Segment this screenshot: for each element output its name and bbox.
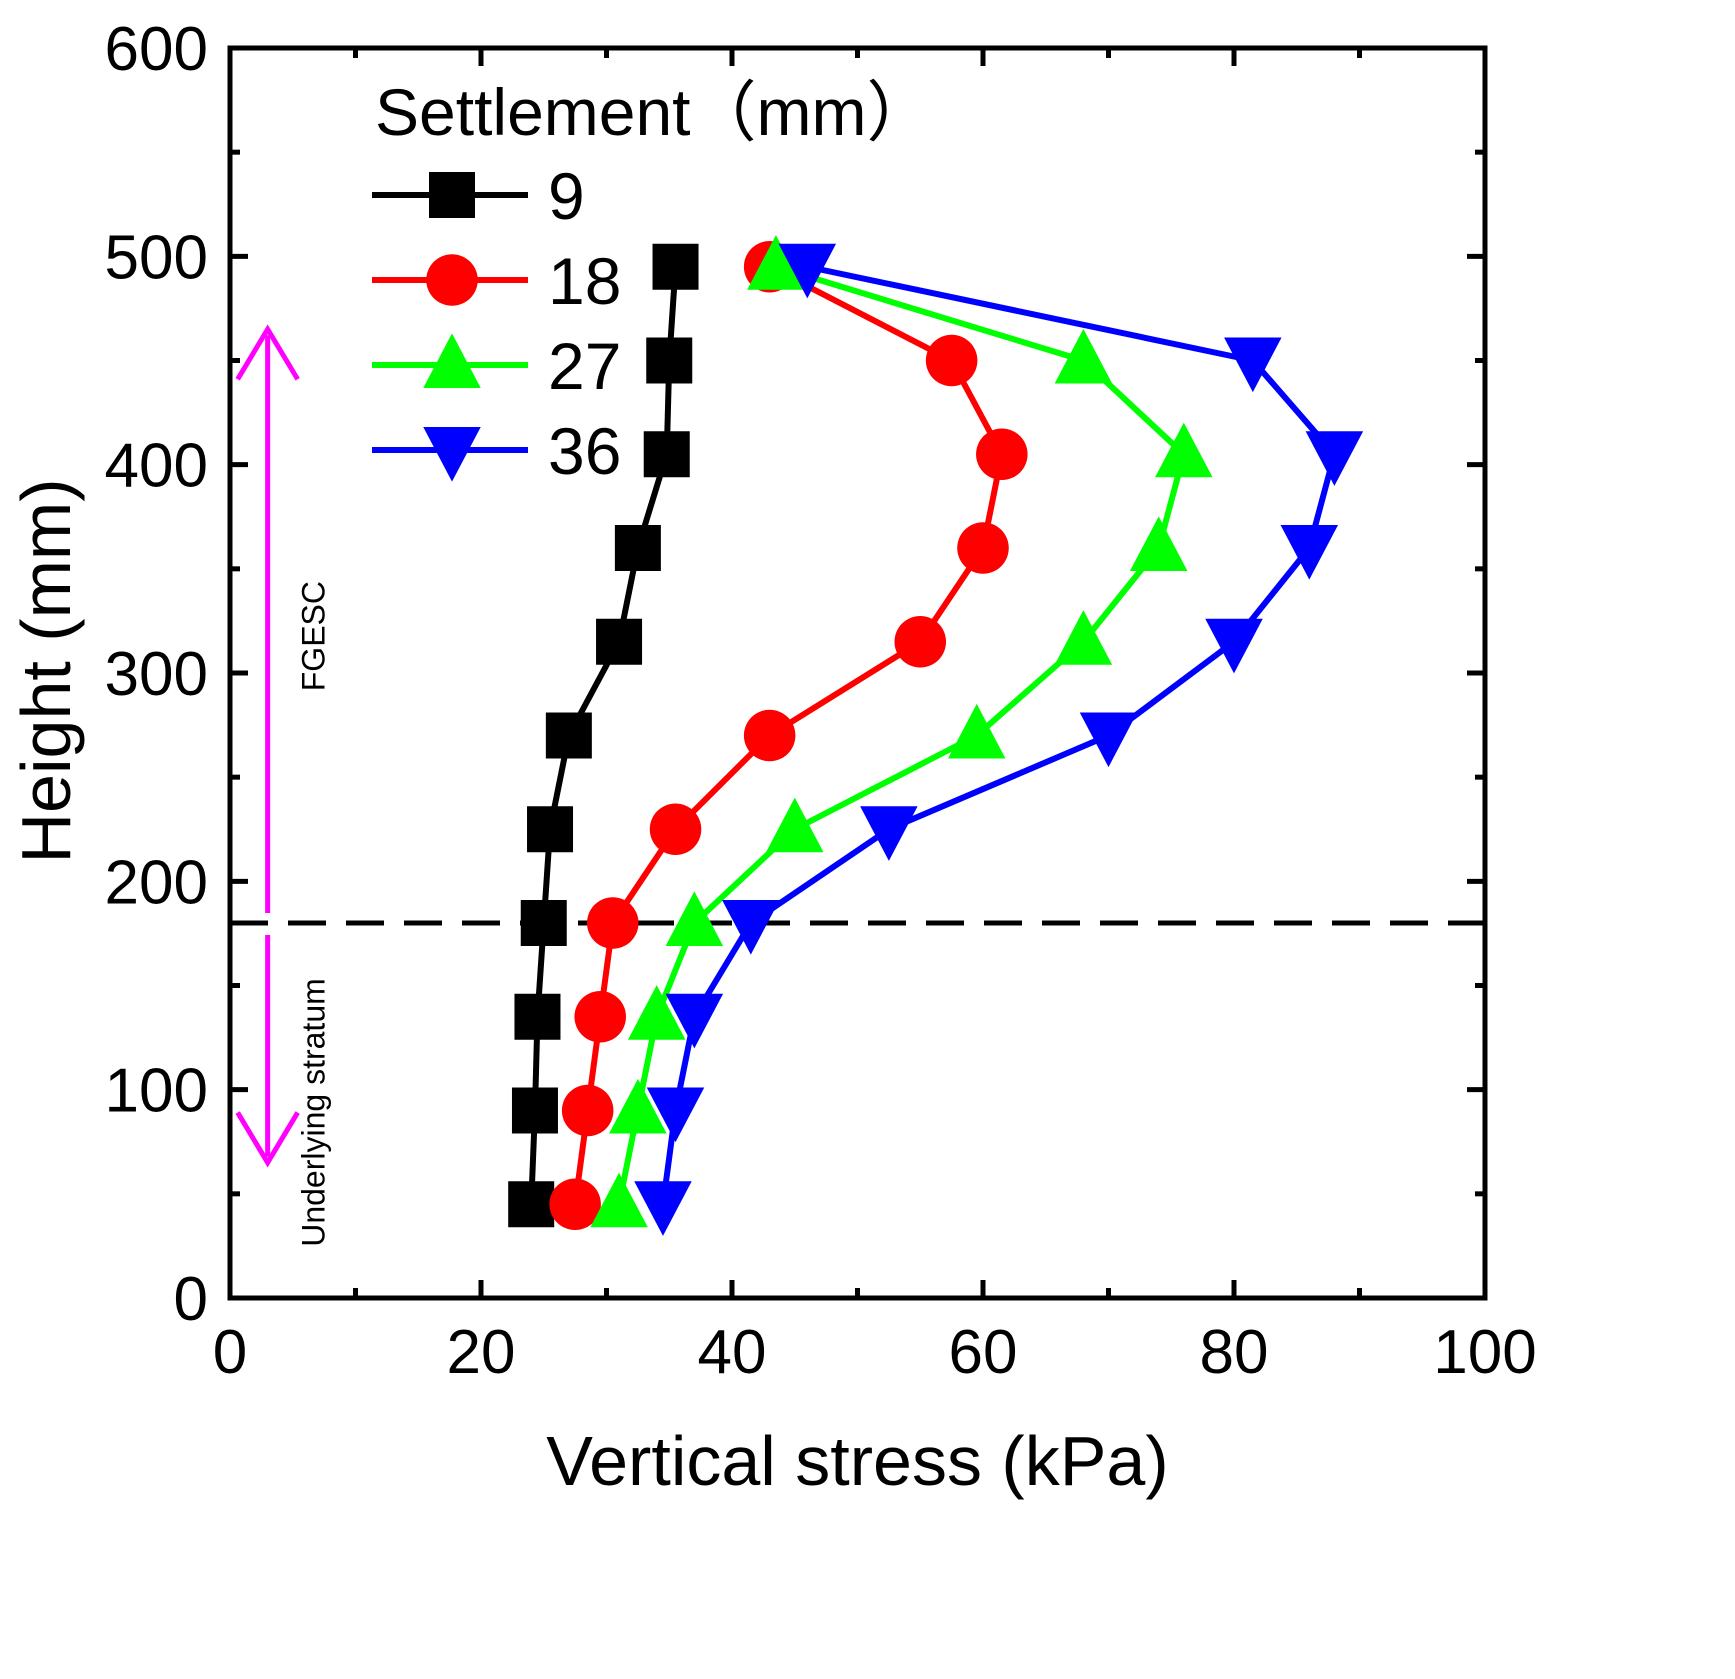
data-point-27 [747, 235, 805, 290]
y-tick-label: 300 [105, 640, 208, 709]
underlying-stratum-label: Underlying stratum [296, 978, 332, 1247]
legend-label: 36 [548, 414, 621, 488]
legend-label: 27 [548, 329, 621, 403]
y-tick-label: 500 [105, 223, 208, 292]
annotations [230, 324, 1485, 1168]
data-point-36 [1280, 525, 1339, 580]
series-layer [508, 235, 1364, 1236]
legend-marker [426, 254, 478, 306]
data-point-9 [527, 806, 574, 853]
x-tick-label: 40 [698, 1318, 767, 1387]
data-point-9 [614, 525, 661, 571]
data-point-27 [627, 985, 686, 1040]
y-tick-label: 100 [105, 1057, 208, 1126]
data-point-36 [722, 900, 780, 955]
data-point-27 [1054, 328, 1113, 384]
data-point-36 [1205, 618, 1263, 674]
tick-labels: 0 20 40 60 80 100 0 100 200 300 400 500 600 [105, 15, 1537, 1387]
upper-arrow-head [235, 324, 300, 381]
data-point-18 [976, 428, 1028, 481]
data-point-36 [1305, 431, 1364, 486]
data-point-36 [1224, 337, 1282, 393]
x-axis-title: Vertical stress (kPa) [546, 1422, 1168, 1500]
data-point-36 [860, 806, 918, 861]
data-point-27 [766, 797, 824, 853]
data-point-18 [574, 990, 626, 1043]
data-point-9 [520, 900, 567, 946]
x-tick-label: 80 [1200, 1318, 1269, 1387]
data-point-36 [634, 1181, 692, 1236]
data-point-9 [643, 431, 690, 478]
data-point-18 [894, 615, 947, 668]
series-9 [508, 243, 699, 1228]
y-tick-label: 400 [105, 432, 208, 501]
data-point-27 [590, 1172, 648, 1228]
data-point-27 [1129, 516, 1188, 571]
legend-item-9: 9 [372, 159, 585, 233]
legend: Settlement（mm） 9 18 27 36 [372, 75, 932, 488]
data-point-9 [545, 712, 592, 759]
x-tick-label: 60 [949, 1318, 1018, 1387]
data-point-27 [1155, 422, 1213, 478]
y-tick-label: 200 [105, 848, 208, 917]
data-point-36 [665, 993, 724, 1049]
data-point-18 [925, 334, 978, 387]
data-point-18 [957, 522, 1009, 574]
legend-title: Settlement（mm） [375, 75, 932, 149]
data-point-27 [947, 703, 1006, 759]
data-point-36 [1079, 712, 1138, 768]
legend-marker [423, 333, 481, 388]
data-point-18 [743, 709, 796, 762]
legend-marker [429, 172, 475, 218]
data-point-27 [1054, 610, 1113, 665]
data-point-9 [514, 993, 561, 1040]
legend-item-18: 18 [372, 244, 621, 318]
series-27 [590, 235, 1213, 1228]
x-tick-label: 20 [447, 1318, 516, 1387]
y-axis-title: Height (mm) [7, 478, 85, 863]
data-point-9 [646, 337, 693, 384]
data-point-9 [508, 1181, 555, 1228]
legend-items: 9 18 27 36 [372, 159, 621, 488]
legend-item-27: 27 [372, 329, 621, 403]
data-point-9 [652, 243, 699, 290]
data-point-9 [596, 618, 643, 665]
data-point-18 [549, 1178, 601, 1231]
data-point-9 [511, 1087, 558, 1134]
legend-item-36: 36 [372, 414, 621, 488]
lower-arrow-head [235, 1111, 300, 1168]
series-36 [634, 243, 1364, 1236]
legend-marker [423, 427, 481, 482]
data-point-27 [609, 1078, 667, 1134]
y-tick-label: 0 [174, 1265, 208, 1334]
data-point-18 [587, 897, 639, 949]
legend-label: 18 [548, 244, 621, 318]
x-tick-label: 100 [1433, 1318, 1536, 1387]
data-point-36 [778, 243, 837, 299]
data-point-18 [649, 803, 702, 856]
legend-label: 9 [548, 159, 585, 233]
fgesc-label: FGESC [296, 581, 332, 691]
data-point-27 [665, 891, 724, 946]
plot-frame [227, 45, 1488, 1301]
x-tick-label: 0 [213, 1318, 247, 1387]
data-point-36 [646, 1087, 705, 1143]
y-tick-label: 600 [105, 15, 208, 84]
data-point-18 [561, 1084, 614, 1137]
